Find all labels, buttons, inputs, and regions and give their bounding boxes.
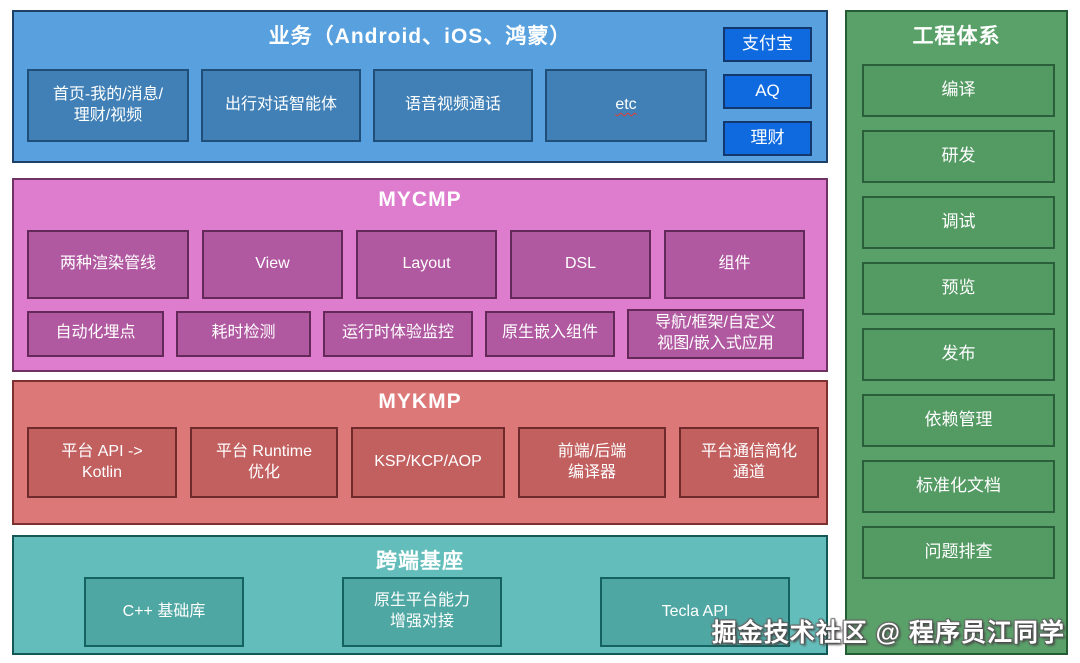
eng-item-standard-docs: 标准化文档 bbox=[862, 460, 1055, 513]
eng-item-develop: 研发 bbox=[862, 130, 1055, 183]
base-box-cpp-library: C++ 基础库 bbox=[84, 577, 244, 647]
mykmp-box-communication-channel: 平台通信简化 通道 bbox=[679, 427, 819, 498]
business-box-travel-agent: 出行对话智能体 bbox=[201, 69, 361, 142]
business-layer-title: 业务（Android、iOS、鸿蒙） bbox=[268, 25, 572, 48]
mycmp-box-render-pipelines: 两种渲染管线 bbox=[27, 230, 189, 299]
mycmp-box-dsl: DSL bbox=[510, 230, 651, 299]
side-box-aq: AQ bbox=[723, 74, 812, 109]
cross-platform-base-section: 跨端基座 C++ 基础库 原生平台能力 增强对接 Tecla API bbox=[12, 535, 828, 655]
mycmp-box-auto-tracking: 自动化埋点 bbox=[27, 310, 164, 357]
mycmp-box-navigation-framework: 导航/框架/自定义 视图/嵌入式应用 bbox=[627, 309, 804, 359]
mykmp-layer-section: MYKMP 平台 API -> Kotlin 平台 Runtime 优化 KSP… bbox=[12, 380, 828, 525]
mycmp-box-components: 组件 bbox=[664, 230, 805, 299]
mycmp-box-runtime-monitoring: 运行时体验监控 bbox=[323, 310, 473, 357]
business-layer-section: 业务（Android、iOS、鸿蒙） 首页-我的/消息/ 理财/视频 出行对话智… bbox=[12, 10, 828, 163]
mycmp-box-native-embed: 原生嵌入组件 bbox=[485, 310, 615, 357]
eng-item-debug: 调试 bbox=[862, 196, 1055, 249]
business-box-etc: etc bbox=[545, 69, 707, 142]
eng-item-preview: 预览 bbox=[862, 262, 1055, 315]
eng-item-dependency-management: 依赖管理 bbox=[862, 394, 1055, 447]
engineering-system-title: 工程体系 bbox=[912, 25, 1001, 48]
eng-item-compile: 编译 bbox=[862, 64, 1055, 117]
mycmp-row1: 两种渲染管线 View Layout DSL 组件 bbox=[27, 230, 805, 299]
engineering-system-section: 工程体系 编译 研发 调试 预览 发布 依赖管理 标准化文档 问题排查 bbox=[845, 10, 1068, 655]
side-box-licai: 理财 bbox=[723, 121, 812, 156]
etc-label: etc bbox=[615, 96, 637, 114]
business-box-voice-video-call: 语音视频通话 bbox=[373, 69, 533, 142]
mycmp-box-view: View bbox=[202, 230, 343, 299]
mycmp-row2: 自动化埋点 耗时检测 运行时体验监控 原生嵌入组件 导航/框架/自定义 视图/嵌… bbox=[27, 309, 804, 359]
base-box-tecla-api: Tecla API bbox=[600, 577, 790, 647]
business-side-column: 支付宝 AQ 理财 bbox=[723, 27, 812, 156]
mykmp-box-ksp-kcp-aop: KSP/KCP/AOP bbox=[351, 427, 505, 498]
business-box-row: 首页-我的/消息/ 理财/视频 出行对话智能体 语音视频通话 etc bbox=[27, 69, 707, 142]
mycmp-layer-section: MYCMP 两种渲染管线 View Layout DSL 组件 自动化埋点 耗时… bbox=[12, 178, 828, 372]
side-box-alipay: 支付宝 bbox=[723, 27, 812, 62]
mycmp-box-layout: Layout bbox=[356, 230, 497, 299]
base-box-native-capability: 原生平台能力 增强对接 bbox=[342, 577, 502, 647]
mycmp-layer-title: MYCMP bbox=[378, 188, 462, 211]
engineering-item-list: 编译 研发 调试 预览 发布 依赖管理 标准化文档 问题排查 bbox=[862, 64, 1055, 579]
mykmp-box-row: 平台 API -> Kotlin 平台 Runtime 优化 KSP/KCP/A… bbox=[27, 427, 819, 498]
mykmp-layer-title: MYKMP bbox=[378, 390, 462, 413]
eng-item-troubleshooting: 问题排查 bbox=[862, 526, 1055, 579]
cross-platform-base-title: 跨端基座 bbox=[376, 550, 464, 573]
eng-item-release: 发布 bbox=[862, 328, 1055, 381]
watermark-text: 掘金技术社区 @ 程序员江同学 bbox=[711, 619, 1065, 647]
mykmp-box-compilers: 前端/后端 编译器 bbox=[518, 427, 666, 498]
business-box-home: 首页-我的/消息/ 理财/视频 bbox=[27, 69, 189, 142]
mykmp-box-runtime-optimization: 平台 Runtime 优化 bbox=[190, 427, 338, 498]
mykmp-box-platform-api-kotlin: 平台 API -> Kotlin bbox=[27, 427, 177, 498]
mycmp-box-time-detection: 耗时检测 bbox=[176, 310, 311, 357]
